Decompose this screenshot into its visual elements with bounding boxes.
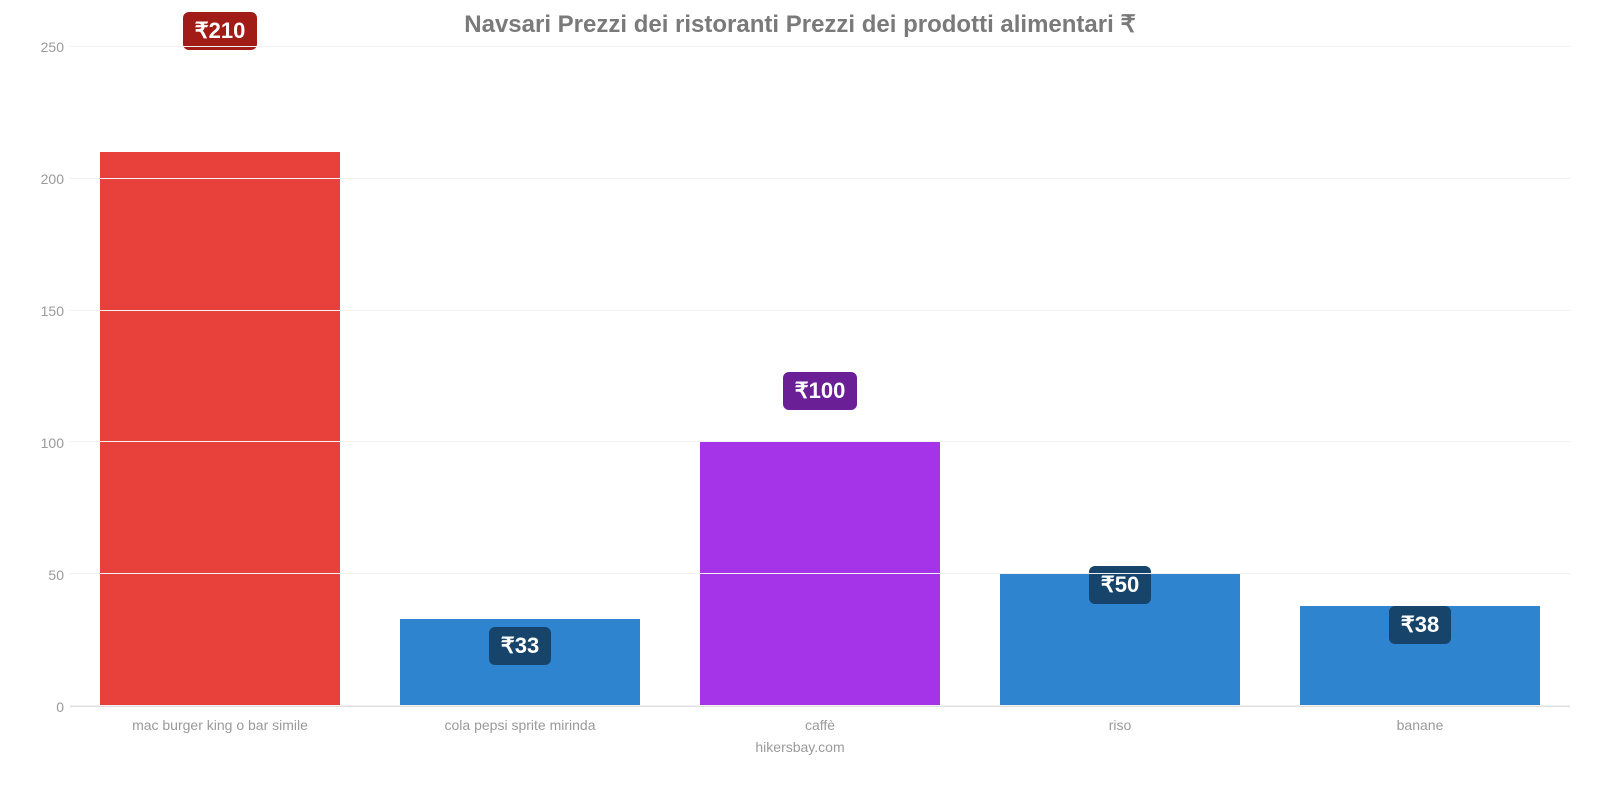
bar: ₹210: [100, 152, 340, 706]
x-label: cola pepsi sprite mirinda: [370, 707, 670, 733]
value-label: ₹50: [1089, 566, 1151, 604]
x-label: caffè: [670, 707, 970, 733]
chart-title: Navsari Prezzi dei ristoranti Prezzi dei…: [30, 10, 1570, 39]
plot-area: ₹210 ₹33 ₹100 ₹50 ₹38: [70, 47, 1570, 707]
plot-row: 050100150200250 ₹210₹33₹100₹50₹38: [30, 47, 1570, 707]
value-label: ₹38: [1389, 606, 1451, 644]
y-tick-label: 50: [48, 567, 64, 583]
value-label: ₹210: [183, 12, 258, 50]
y-axis: 050100150200250: [30, 47, 70, 707]
bar-slot: ₹50: [970, 47, 1270, 706]
price-chart: Navsari Prezzi dei ristoranti Prezzi dei…: [0, 0, 1600, 800]
value-label: ₹33: [489, 627, 551, 665]
grid-line: [70, 178, 1570, 179]
grid-line: [70, 310, 1570, 311]
bar: ₹100: [700, 442, 940, 706]
x-label: riso: [970, 707, 1270, 733]
bar: ₹50: [1000, 574, 1240, 706]
bar: ₹38: [1300, 606, 1540, 706]
bar-slot: ₹33: [370, 47, 670, 706]
x-axis: mac burger king o bar similecola pepsi s…: [70, 707, 1570, 733]
grid-line: [70, 705, 1570, 706]
value-label: ₹100: [783, 372, 858, 410]
chart-footer: hikersbay.com: [30, 739, 1570, 755]
y-tick-label: 150: [41, 303, 64, 319]
y-tick-label: 250: [41, 39, 64, 55]
bars-layer: ₹210 ₹33 ₹100 ₹50 ₹38: [70, 47, 1570, 706]
y-tick-label: 0: [56, 699, 64, 715]
bar: ₹33: [400, 619, 640, 706]
x-label: mac burger king o bar simile: [70, 707, 370, 733]
grid-line: [70, 46, 1570, 47]
x-label: banane: [1270, 707, 1570, 733]
grid-line: [70, 573, 1570, 574]
bar-slot: ₹100: [670, 47, 970, 706]
y-tick-label: 100: [41, 435, 64, 451]
grid-line: [70, 441, 1570, 442]
bar-slot: ₹38: [1270, 47, 1570, 706]
bar-slot: ₹210: [70, 47, 370, 706]
y-tick-label: 200: [41, 171, 64, 187]
